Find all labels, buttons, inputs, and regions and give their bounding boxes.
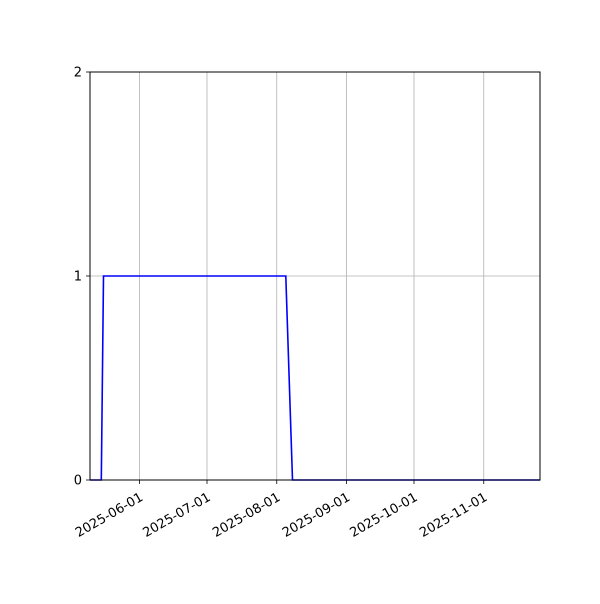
x-tick-label: 2025-08-01 [210,490,283,541]
series-line [90,275,540,481]
x-tick-label: 2025-06-01 [73,490,146,541]
x-tick-label: 2025-10-01 [347,490,420,541]
x-tick-label: 2025-11-01 [417,490,490,541]
y-tick-label: 0 [74,474,82,489]
x-axis: 2025-06-012025-07-012025-08-012025-09-01… [73,480,490,541]
series-layer [90,275,540,481]
x-tick-label: 2025-07-01 [140,490,213,541]
x-tick-label: 2025-09-01 [280,490,353,541]
y-axis: 0 1 2 [74,66,90,489]
y-tick-label: 1 [74,270,82,285]
y-tick-label: 2 [74,66,82,81]
